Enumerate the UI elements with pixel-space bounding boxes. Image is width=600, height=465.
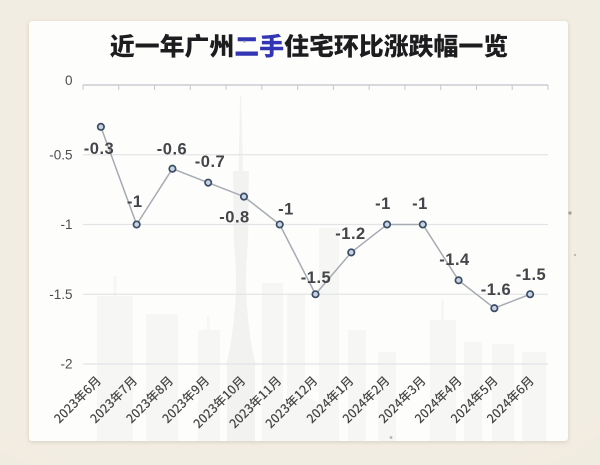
svg-text:-1.2: -1.2 [335, 225, 365, 243]
svg-text:-1.4: -1.4 [439, 251, 470, 269]
svg-text:-0.8: -0.8 [219, 208, 249, 226]
svg-text:-0.3: -0.3 [84, 140, 114, 158]
svg-text:0: 0 [65, 73, 73, 88]
svg-text:-1.6: -1.6 [481, 281, 511, 299]
svg-text:-1: -1 [278, 200, 294, 218]
svg-text:-1: -1 [412, 195, 428, 213]
svg-text:-0.5: -0.5 [49, 147, 72, 162]
svg-text:-1: -1 [375, 195, 391, 213]
svg-text:-0.6: -0.6 [157, 140, 187, 158]
svg-text:-0.7: -0.7 [195, 153, 225, 171]
svg-text:-1: -1 [60, 217, 72, 232]
svg-text:-1: -1 [127, 193, 143, 211]
svg-text:-1.5: -1.5 [516, 266, 546, 284]
svg-text:-1.5: -1.5 [49, 287, 72, 302]
svg-text:-1.5: -1.5 [301, 269, 331, 287]
svg-text:-2: -2 [60, 357, 72, 372]
